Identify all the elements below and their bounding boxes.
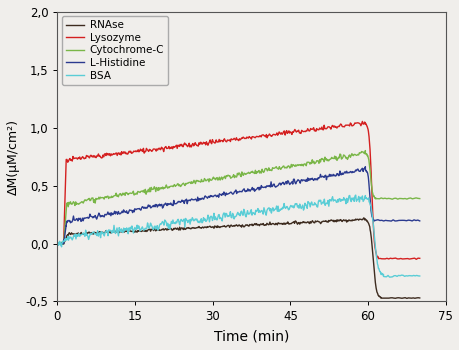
BSA xyxy=(191,218,197,222)
Cytochrome-C xyxy=(324,159,329,163)
BSA xyxy=(55,243,60,247)
RNAse xyxy=(416,296,421,300)
Lysozyme xyxy=(416,256,421,260)
RNAse xyxy=(293,219,298,224)
L-Histidine xyxy=(340,172,345,176)
L-Histidine xyxy=(362,164,367,169)
RNAse xyxy=(339,219,344,224)
BSA xyxy=(352,193,358,197)
Lysozyme xyxy=(292,129,298,133)
Cytochrome-C xyxy=(362,148,367,153)
Lysozyme xyxy=(359,119,364,124)
L-Histidine xyxy=(191,198,197,202)
Y-axis label: ΔM(μM/cm²): ΔM(μM/cm²) xyxy=(7,119,20,195)
Line: L-Histidine: L-Histidine xyxy=(57,167,419,244)
Cytochrome-C xyxy=(55,242,60,246)
Line: Cytochrome-C: Cytochrome-C xyxy=(57,150,419,244)
Cytochrome-C xyxy=(141,188,146,193)
Lysozyme xyxy=(190,144,196,148)
RNAse xyxy=(242,223,247,228)
BSA xyxy=(323,201,329,205)
BSA xyxy=(242,213,247,217)
Lysozyme xyxy=(413,257,418,261)
RNAse xyxy=(323,220,329,224)
Line: BSA: BSA xyxy=(57,195,419,277)
Cytochrome-C xyxy=(55,242,60,246)
Cytochrome-C xyxy=(293,164,299,168)
Cytochrome-C xyxy=(191,180,197,184)
BSA xyxy=(339,198,344,202)
BSA xyxy=(141,228,146,232)
Line: RNAse: RNAse xyxy=(57,218,419,299)
Line: Lysozyme: Lysozyme xyxy=(57,121,419,259)
Lysozyme xyxy=(140,149,145,154)
RNAse xyxy=(141,229,146,233)
RNAse xyxy=(403,296,409,301)
BSA xyxy=(386,275,392,279)
BSA xyxy=(293,202,298,206)
L-Histidine xyxy=(416,219,421,223)
RNAse xyxy=(191,226,197,230)
Cytochrome-C xyxy=(416,196,421,201)
L-Histidine xyxy=(293,180,299,184)
L-Histidine xyxy=(141,206,146,210)
X-axis label: Time (min): Time (min) xyxy=(213,329,289,343)
L-Histidine xyxy=(324,174,329,179)
RNAse xyxy=(360,216,366,220)
L-Histidine xyxy=(55,242,60,246)
Lysozyme xyxy=(323,127,329,131)
L-Histidine xyxy=(56,242,62,246)
Lysozyme xyxy=(339,124,344,128)
RNAse xyxy=(55,241,60,245)
L-Histidine xyxy=(242,190,248,194)
Legend: RNAse, Lysozyme, Cytochrome-C, L-Histidine, BSA: RNAse, Lysozyme, Cytochrome-C, L-Histidi… xyxy=(62,16,168,85)
Cytochrome-C xyxy=(340,155,345,159)
Lysozyme xyxy=(241,136,247,141)
Lysozyme xyxy=(55,242,60,246)
Cytochrome-C xyxy=(242,172,248,176)
BSA xyxy=(416,274,421,278)
